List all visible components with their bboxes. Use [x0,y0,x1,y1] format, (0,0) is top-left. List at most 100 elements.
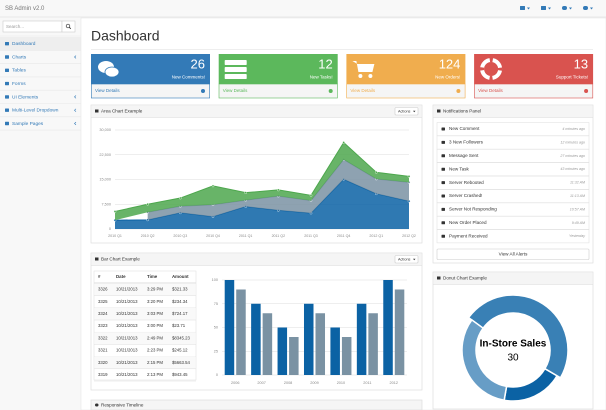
bar [315,313,326,375]
notification-time: 11:32 AM [570,181,585,185]
bar [330,327,340,375]
icon [224,60,247,65]
menu-arrow [74,55,77,59]
alerts-button-label[interactable]: View All Alerts [499,252,528,257]
menu-item[interactable]: Sample Pages [12,121,44,127]
alerts-button[interactable] [436,248,590,260]
menu-arrow [74,108,77,112]
menu-item[interactable]: Forms [12,81,26,87]
page-title: Dashboard [91,28,160,44]
icon [224,74,247,79]
table-cell: 10/21/2013 [116,311,138,316]
actions-label: Actions [398,257,411,261]
stat-link[interactable]: View Details [350,88,375,93]
stat-footer[interactable] [474,83,594,99]
table-cell: $5663.54 [172,360,191,365]
menu-item[interactable]: Tables [12,68,26,74]
actions-caret [413,258,416,261]
panel-title: Responsive Timeline [101,403,144,408]
nav-icon[interactable] [541,6,546,10]
nav-icon[interactable] [562,6,567,10]
actions-button[interactable] [394,255,419,264]
bar [262,313,273,375]
table-cell: 10/21/2013 [116,348,138,353]
nav-caret [548,7,551,10]
table-cell: 2:13 PM [147,372,163,377]
menu-item[interactable]: Multi-Level Dropdown [12,108,59,114]
x-tick-label: 2009 [310,381,318,385]
table-cell: $234.34 [172,299,188,304]
area-line [114,141,410,212]
notification-item[interactable] [436,229,590,244]
notification-text: Message Sent [449,153,479,158]
bar [277,327,288,375]
table-cell: $724.17 [172,311,188,316]
search-button[interactable] [61,20,76,33]
stat-label: New Orders! [435,75,460,80]
bar [303,303,314,375]
table-header: # [98,274,101,279]
point [146,202,149,206]
panel-heading [91,253,422,266]
actions-button[interactable] [394,107,419,116]
stat-arrow [328,89,333,93]
donut-value: 30 [507,353,519,364]
x-tick-label: 2010 Q1 [108,234,122,238]
x-tick-label: 2011 Q4 [337,234,351,238]
notification-icon [441,140,445,144]
navbar [0,0,606,17]
notification-text: New Comment [449,126,480,131]
table-cell: 10/21/2013 [116,299,138,304]
menu-icon [5,55,9,59]
menu-icon [5,42,9,46]
menu-item[interactable]: UI Elements [12,94,39,100]
stat-footer[interactable] [346,83,466,99]
point [342,141,345,144]
x-tick-label: 2010 [337,381,345,385]
table-stripe [94,307,196,320]
point [211,184,215,188]
notification-time: 43 minutes ago [560,167,585,171]
table-cell: 10/21/2013 [116,323,138,328]
bar [368,313,378,375]
table-stripe [94,332,196,345]
bar [341,337,352,375]
stat-link[interactable]: View Details [223,88,248,93]
x-tick-label: 2006 [231,381,239,385]
nav-icon[interactable] [520,6,525,10]
table-cell: 3320 [98,360,108,365]
x-tick-label: 2012 Q1 [369,234,383,238]
notification-text: New Task [449,166,470,171]
table-cell: $245.12 [172,348,188,353]
table-cell: $23.71 [172,323,186,328]
menu-item[interactable]: Charts [12,54,27,60]
menu-arrow [74,121,77,126]
area [115,179,409,229]
panel-title: Bar Chart Example [101,257,140,262]
table-cell: 2:49 PM [147,335,163,340]
point [309,194,313,197]
table-cell: 3326 [98,287,108,292]
nav-icon[interactable] [583,6,588,10]
stat-link[interactable]: View Details [478,88,503,93]
panel-heading [433,272,593,285]
icon [352,61,375,72]
y-tick-label: 7,500 [101,202,111,206]
stat-label: New Tasks! [310,75,333,80]
point [277,188,280,192]
menu-item[interactable]: Dashboard [12,41,36,47]
menu-arrow [74,95,77,99]
bar [289,337,299,375]
notification-text: Server Rebooted [449,180,484,185]
stat-arrow [456,89,461,93]
notification-icon [441,167,445,171]
actions-label: Actions [398,109,411,113]
stat-footer[interactable] [91,83,211,99]
stat-footer[interactable] [218,83,338,99]
menu-icon [5,121,9,126]
area [115,142,409,221]
stat-link[interactable]: View Details [95,88,120,93]
x-tick-label: 2007 [257,381,265,385]
notification-time: 4 minutes ago [562,127,585,131]
table-cell: 3322 [98,335,108,340]
